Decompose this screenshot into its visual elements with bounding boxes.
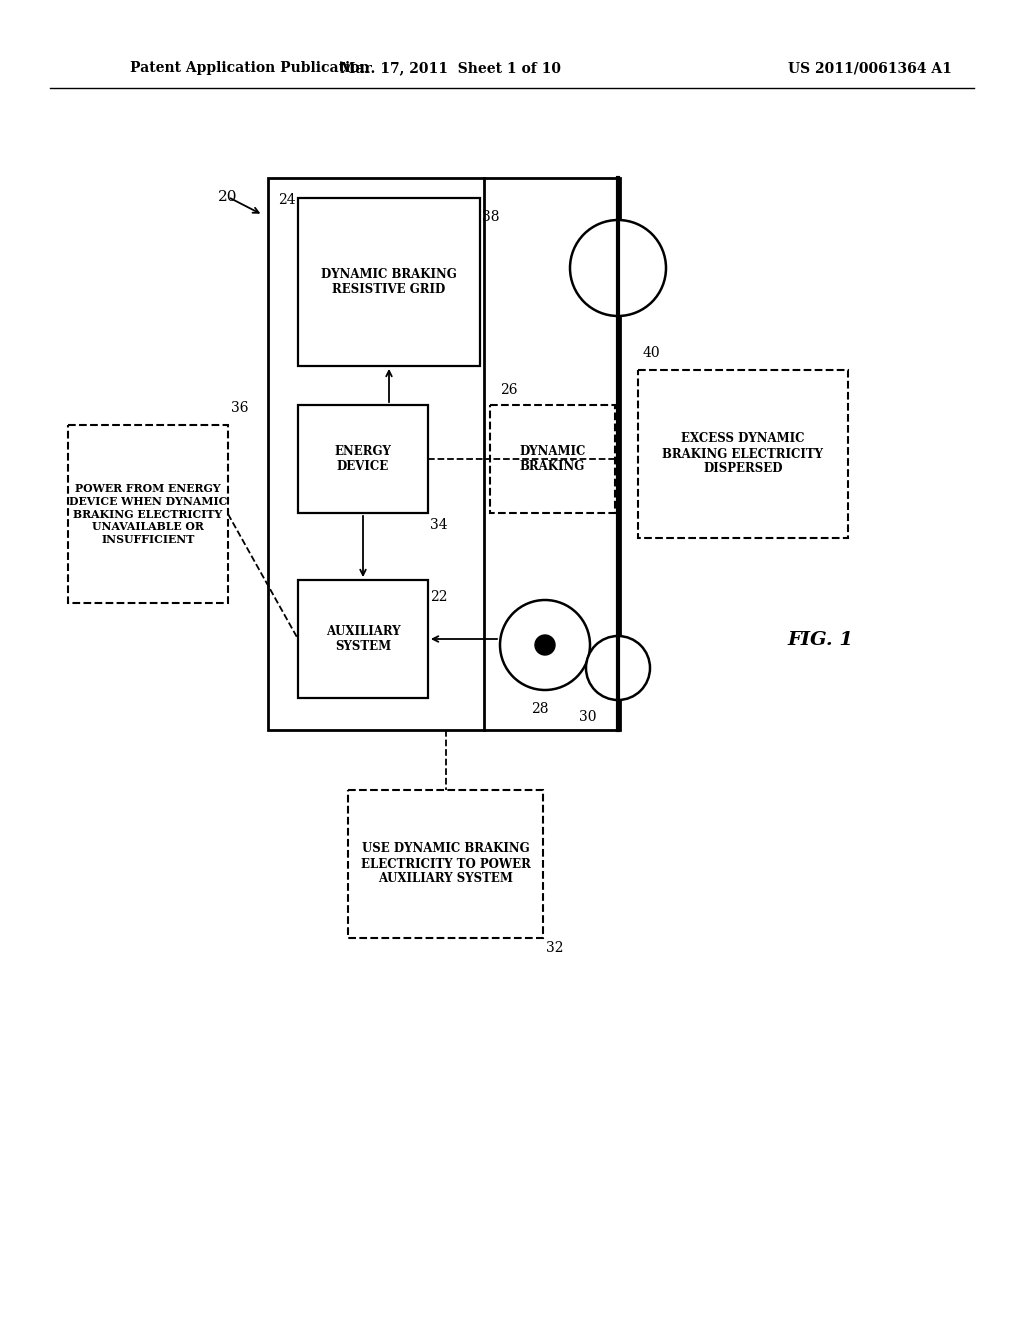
Circle shape xyxy=(500,601,590,690)
Circle shape xyxy=(586,636,650,700)
Text: EXCESS DYNAMIC
BRAKING ELECTRICITY
DISPERSED: EXCESS DYNAMIC BRAKING ELECTRICITY DISPE… xyxy=(663,433,823,475)
Text: 20: 20 xyxy=(218,190,238,205)
Text: DYNAMIC
BRAKING: DYNAMIC BRAKING xyxy=(519,445,586,473)
Text: 32: 32 xyxy=(546,941,563,954)
Bar xyxy=(268,178,620,730)
Bar xyxy=(68,425,228,603)
Text: 38: 38 xyxy=(482,210,500,224)
Bar xyxy=(348,789,543,939)
Text: POWER FROM ENERGY
DEVICE WHEN DYNAMIC
BRAKING ELECTRICITY
UNAVAILABLE OR
INSUFFI: POWER FROM ENERGY DEVICE WHEN DYNAMIC BR… xyxy=(69,483,227,545)
Text: US 2011/0061364 A1: US 2011/0061364 A1 xyxy=(788,61,952,75)
Text: 30: 30 xyxy=(580,710,597,723)
Text: 26: 26 xyxy=(500,383,517,397)
Text: 24: 24 xyxy=(278,193,296,207)
Text: AUXILIARY
SYSTEM: AUXILIARY SYSTEM xyxy=(326,624,400,653)
Text: ENERGY
DEVICE: ENERGY DEVICE xyxy=(335,445,391,473)
Text: 36: 36 xyxy=(231,401,249,414)
Bar xyxy=(298,198,480,366)
Text: FIG. 1: FIG. 1 xyxy=(787,631,853,649)
Text: USE DYNAMIC BRAKING
ELECTRICITY TO POWER
AUXILIARY SYSTEM: USE DYNAMIC BRAKING ELECTRICITY TO POWER… xyxy=(360,842,530,886)
Bar xyxy=(638,370,848,539)
Text: 22: 22 xyxy=(430,590,447,605)
Circle shape xyxy=(535,635,555,655)
Text: Mar. 17, 2011  Sheet 1 of 10: Mar. 17, 2011 Sheet 1 of 10 xyxy=(340,61,560,75)
Bar xyxy=(298,579,428,698)
Bar xyxy=(490,405,615,513)
Bar xyxy=(298,405,428,513)
Text: 34: 34 xyxy=(430,517,447,532)
Circle shape xyxy=(570,220,666,315)
Text: 28: 28 xyxy=(531,702,549,715)
Text: Patent Application Publication: Patent Application Publication xyxy=(130,61,370,75)
Text: 40: 40 xyxy=(643,346,660,360)
Text: DYNAMIC BRAKING
RESISTIVE GRID: DYNAMIC BRAKING RESISTIVE GRID xyxy=(322,268,457,296)
